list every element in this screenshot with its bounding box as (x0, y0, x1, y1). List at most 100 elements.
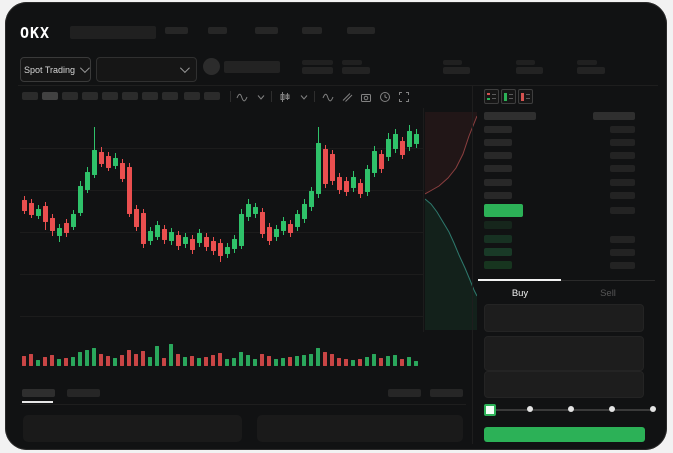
slider-stop[interactable] (568, 406, 574, 412)
candle (343, 181, 349, 192)
order-input-placeholder[interactable] (484, 371, 644, 398)
volume-bar (120, 355, 124, 366)
stat-value-placeholder (443, 67, 470, 74)
timeframe-button-placeholder[interactable] (162, 92, 178, 100)
timeframe-button-placeholder[interactable] (62, 92, 78, 100)
timeframe-button-placeholder[interactable] (184, 92, 200, 100)
slider-stop[interactable] (650, 406, 656, 412)
coin-avatar[interactable] (203, 58, 220, 75)
pencil-icon[interactable] (341, 90, 353, 102)
candle (371, 151, 377, 173)
volume-bar (148, 357, 152, 366)
clock-icon[interactable] (379, 90, 391, 102)
line-wave-icon[interactable] (322, 90, 334, 102)
nav-item-placeholder[interactable] (302, 27, 322, 34)
candle (364, 169, 370, 192)
chevron-down-icon (79, 63, 90, 74)
candle (49, 218, 55, 231)
candle (35, 209, 41, 216)
volume-bar (232, 358, 236, 366)
candle-type-icon[interactable] (279, 90, 291, 102)
candle (161, 229, 167, 240)
timeframe-button-placeholder[interactable] (22, 92, 38, 100)
candle (175, 235, 181, 246)
volume-bar (316, 348, 320, 366)
candle (392, 134, 398, 149)
bid-amount-placeholder (610, 249, 635, 256)
volume-bar (190, 356, 194, 366)
book-bids-icon[interactable] (501, 89, 516, 104)
timeframe-button-placeholder[interactable] (82, 92, 98, 100)
order-input-placeholder[interactable] (484, 304, 644, 332)
bottom-right-link-placeholder[interactable] (388, 389, 421, 397)
book-asks-icon[interactable] (518, 89, 533, 104)
buy-submit-button[interactable] (484, 427, 645, 442)
active-tab-indicator (478, 279, 561, 281)
bottom-tab-placeholder[interactable] (67, 389, 100, 397)
candle (336, 177, 342, 190)
bottom-tab-active-placeholder[interactable] (22, 389, 55, 397)
candle (77, 186, 83, 213)
candle (217, 243, 223, 256)
candle (140, 213, 146, 244)
chevron-down-icon (179, 63, 190, 74)
ask-price-placeholder (484, 139, 512, 146)
order-input-placeholder[interactable] (484, 336, 644, 371)
volume-bar (302, 355, 306, 366)
volume-bar (400, 359, 404, 366)
pair-select-dropdown[interactable] (96, 57, 197, 82)
timeframe-button-placeholder[interactable] (142, 92, 158, 100)
nav-item-placeholder[interactable] (347, 27, 375, 34)
candle (280, 221, 286, 231)
bottom-right-link-placeholder[interactable] (430, 389, 463, 397)
market-type-label: Spot Trading (23, 64, 76, 75)
gridline (20, 316, 424, 317)
candle (210, 241, 216, 251)
timeframe-button-placeholder[interactable] (204, 92, 220, 100)
nav-item-placeholder[interactable] (208, 27, 227, 34)
candle (413, 134, 419, 144)
candle (287, 224, 293, 233)
slider-stop[interactable] (527, 406, 533, 412)
candle (105, 156, 111, 168)
volume-bar (78, 352, 82, 366)
ask-amount-placeholder (610, 126, 635, 133)
volume-bar (330, 354, 334, 366)
slider-stop[interactable] (609, 406, 615, 412)
gridline (20, 148, 424, 149)
nav-item-placeholder[interactable] (255, 27, 278, 34)
slider-handle[interactable] (484, 404, 496, 416)
nav-item-placeholder[interactable] (165, 27, 188, 34)
candle (322, 149, 328, 184)
ask-amount-placeholder (610, 152, 635, 159)
timeframe-button-placeholder[interactable] (102, 92, 118, 100)
volume-bar (113, 358, 117, 366)
timeframe-button-placeholder[interactable] (122, 92, 138, 100)
chevron-down-icon[interactable] (255, 90, 267, 102)
candle (224, 247, 230, 254)
bottom-tab-underline (22, 401, 53, 403)
chevron-down-icon[interactable] (298, 90, 310, 102)
tab-sell[interactable]: Sell (600, 288, 616, 299)
volume-bar (71, 357, 75, 366)
volume-bar (155, 346, 159, 366)
volume-bar (323, 352, 327, 366)
candle (378, 154, 384, 169)
timeframe-button-placeholder[interactable] (42, 92, 58, 100)
last-price-badge[interactable] (484, 204, 523, 217)
tab-buy[interactable]: Buy (511, 288, 529, 299)
book-combined-icon[interactable] (484, 89, 499, 104)
market-type-dropdown[interactable]: Spot Trading (20, 57, 91, 82)
camera-icon[interactable] (360, 90, 372, 102)
indicator-wave-icon[interactable] (236, 90, 248, 102)
candle (301, 204, 307, 219)
orders-panel-placeholder (23, 415, 242, 442)
volume-bar (22, 356, 26, 366)
depth-overlay (425, 112, 477, 330)
ask-amount-placeholder (610, 165, 635, 172)
volume-bar (169, 344, 173, 366)
fullscreen-icon[interactable] (398, 90, 410, 102)
stat-label-placeholder (342, 60, 362, 65)
candle (203, 237, 209, 247)
